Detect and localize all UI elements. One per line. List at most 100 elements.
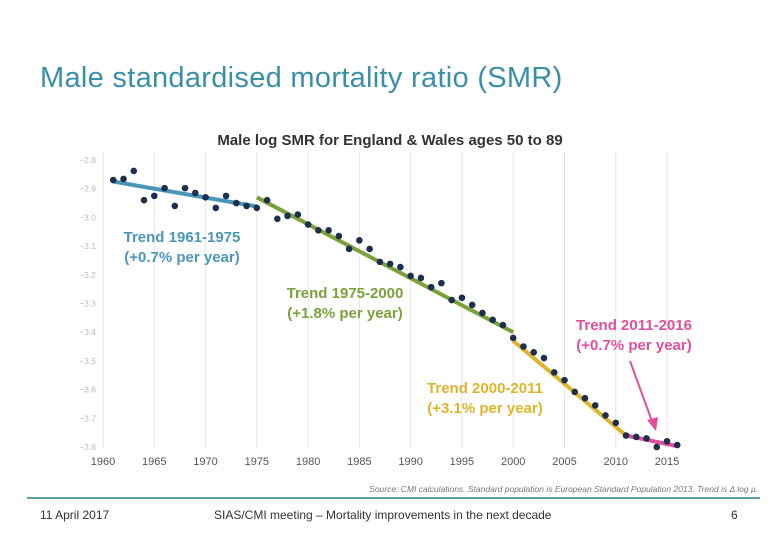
data-point [571, 388, 579, 396]
x-tick-label: 2005 [552, 456, 576, 468]
data-point [612, 419, 620, 427]
trend-rate: (+0.7% per year) [124, 249, 239, 266]
trend-label: Trend 1975-2000 [287, 285, 404, 302]
y-tick-label: −3.2 [79, 270, 96, 280]
trend-label: Trend 1961-1975 [124, 229, 241, 246]
data-point [345, 245, 353, 253]
x-tick-label: 1960 [91, 456, 115, 468]
data-point [243, 202, 250, 210]
y-tick-label: −3.3 [79, 299, 96, 309]
y-tick-label: −3.6 [79, 385, 96, 395]
data-point [161, 184, 168, 192]
y-tick-label: −3.7 [79, 413, 96, 423]
data-point [643, 435, 650, 442]
x-tick-label: 1965 [142, 456, 166, 468]
x-tick-label: 1990 [398, 456, 422, 468]
trend-rate: (+3.1% per year) [427, 400, 542, 417]
data-point [304, 221, 312, 228]
data-point [120, 175, 127, 183]
page-number: 6 [731, 508, 738, 522]
data-point [130, 167, 138, 175]
data-point [561, 376, 568, 384]
data-point [366, 245, 373, 253]
data-point [622, 432, 630, 439]
slide-title: Male standardised mortality ratio (SMR) [40, 62, 563, 94]
chart-title: Male log SMR for England & Wales ages 50… [217, 132, 562, 149]
data-point [212, 204, 220, 212]
data-point [520, 343, 527, 350]
data-point [407, 272, 414, 280]
data-point [540, 354, 548, 362]
data-point [550, 369, 558, 376]
data-point [150, 192, 158, 200]
data-point [479, 309, 486, 317]
data-point [438, 279, 445, 287]
footer-title: SIAS/CMI meeting – Mortality improvement… [214, 508, 552, 522]
data-point [263, 196, 271, 204]
x-tick-label: 1995 [450, 456, 474, 468]
y-tick-label: −3.8 [79, 442, 96, 452]
data-point [233, 199, 240, 207]
data-point [499, 321, 507, 329]
y-tick-label: −3.4 [79, 327, 96, 337]
data-point [468, 301, 476, 309]
x-tick-label: 1980 [296, 456, 320, 468]
trend-label: Trend 2011-2016 [576, 317, 692, 334]
chart: Male log SMR for England & Wales ages 50… [79, 132, 692, 468]
data-point [284, 212, 291, 220]
trend-line [112, 179, 258, 209]
data-point [294, 211, 302, 218]
y-tick-label: −3.0 [79, 212, 96, 222]
trend-rate: (+0.7% per year) [576, 337, 691, 354]
y-tick-label: −2.8 [79, 155, 96, 165]
data-point [591, 402, 599, 409]
x-tick-label: 1975 [245, 456, 269, 468]
data-point [191, 189, 199, 197]
x-tick-label: 1985 [347, 456, 371, 468]
data-point [581, 394, 589, 402]
y-tick-label: −3.1 [79, 241, 96, 251]
footer-date: 11 April 2017 [40, 508, 110, 522]
data-point [653, 443, 661, 451]
trend-line [511, 339, 628, 438]
trend-label: Trend 2000-2011 [427, 380, 543, 397]
data-point [632, 433, 640, 441]
data-point [448, 296, 455, 304]
data-point [356, 237, 363, 244]
x-tick-label: 2015 [655, 456, 679, 468]
x-tick-label: 2010 [604, 456, 628, 468]
x-tick-label: 2000 [501, 456, 525, 468]
data-point [673, 441, 681, 449]
data-point [335, 232, 343, 240]
data-point [253, 204, 261, 212]
data-point [663, 437, 671, 445]
source-note: Source: CMI calculations. Standard popul… [369, 484, 758, 494]
data-point [109, 176, 117, 184]
trend-line [255, 195, 515, 334]
trend-rate: (+1.8% per year) [287, 305, 402, 322]
data-point [222, 192, 230, 200]
data-point [489, 316, 496, 324]
y-tick-label: −2.9 [79, 184, 96, 194]
x-tick-label: 1970 [193, 456, 217, 468]
data-point [202, 194, 209, 201]
data-point [140, 196, 148, 204]
data-point [274, 215, 281, 223]
data-point [315, 227, 322, 234]
data-point [458, 294, 466, 302]
data-point [386, 260, 394, 268]
data-point [417, 274, 425, 282]
data-point [376, 258, 384, 266]
arrow-head [647, 417, 658, 431]
arrow-shaft [629, 360, 654, 425]
data-point [181, 184, 189, 192]
data-point [325, 227, 332, 234]
data-point [171, 202, 179, 210]
y-tick-label: −3.5 [79, 356, 96, 366]
data-point [397, 263, 404, 271]
footer-divider [27, 497, 760, 499]
data-point [509, 334, 517, 342]
data-point [530, 348, 538, 356]
data-point [602, 412, 609, 419]
data-point [427, 283, 435, 291]
